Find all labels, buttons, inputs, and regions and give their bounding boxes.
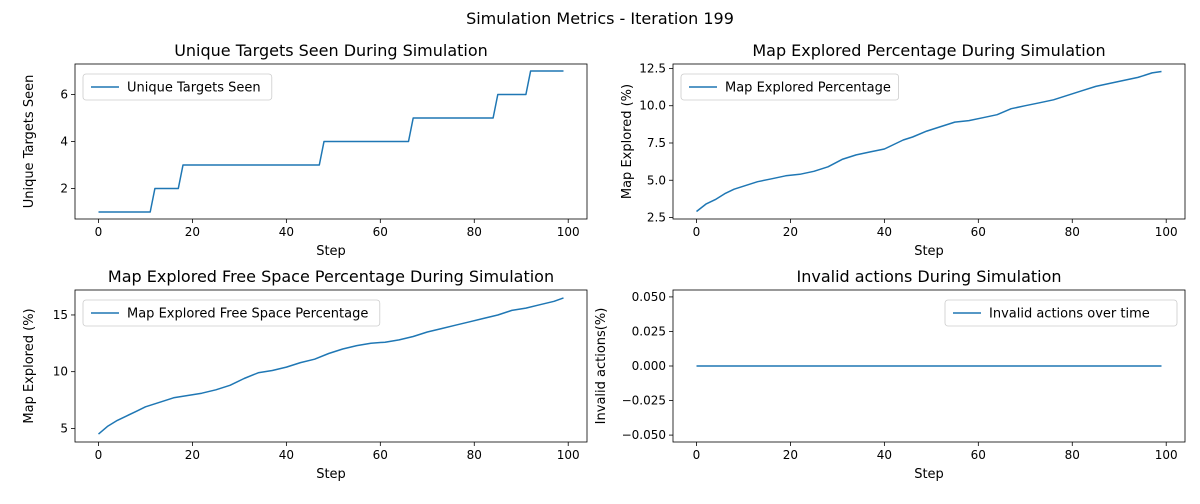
x-tick-label: 40 — [279, 225, 294, 239]
x-tick-label: 0 — [95, 448, 103, 462]
y-tick-label: 0.025 — [632, 324, 666, 338]
y-tick-label: 2.5 — [647, 211, 666, 225]
x-tick-label: 20 — [185, 448, 200, 462]
x-tick-label: 60 — [373, 225, 388, 239]
y-tick-label: −0.050 — [622, 428, 666, 442]
chart-title: Map Explored Percentage During Simulatio… — [752, 41, 1105, 60]
x-tick-label: 100 — [557, 448, 580, 462]
plot-frame — [672, 63, 1186, 220]
y-tick-label: 0.050 — [632, 290, 666, 304]
x-tick-label: 40 — [279, 448, 294, 462]
plot-frame — [74, 63, 588, 220]
x-tick-label: 40 — [877, 225, 892, 239]
legend-label: Map Explored Percentage — [725, 81, 891, 96]
chart-title: Invalid actions During Simulation — [796, 267, 1061, 286]
x-tick-label: 0 — [693, 448, 701, 462]
x-tick-label: 20 — [783, 448, 798, 462]
x-tick-label: 60 — [373, 448, 388, 462]
figure-title: Simulation Metrics - Iteration 199 — [466, 9, 734, 28]
x-axis-label: Step — [914, 244, 944, 259]
x-tick-label: 40 — [877, 448, 892, 462]
x-tick-label: 80 — [1065, 448, 1080, 462]
y-tick-label: −0.025 — [622, 394, 666, 408]
x-tick-label: 20 — [783, 225, 798, 239]
x-tick-label: 80 — [467, 225, 482, 239]
y-tick-label: 7.5 — [647, 136, 666, 150]
legend-label: Map Explored Free Space Percentage — [127, 307, 368, 322]
chart-panel-4: Invalid actions During Simulation 0 20 40 60… — [594, 267, 1186, 482]
plot-frame — [672, 289, 1186, 443]
chart-panel-1: Unique Targets Seen During Simulation 0 20… — [22, 41, 588, 259]
x-tick-label: 100 — [557, 225, 580, 239]
legend-label: Unique Targets Seen — [127, 81, 261, 96]
chart-title: Unique Targets Seen During Simulation — [174, 41, 488, 60]
y-tick-label: 15 — [53, 308, 68, 322]
series-line — [98, 297, 564, 435]
chart-panel-2: Map Explored Percentage During Simulatio… — [620, 41, 1186, 259]
chart-title: Map Explored Free Space Percentage Durin… — [108, 267, 554, 286]
y-axis-label: Invalid actions(%) — [594, 308, 609, 425]
series-line — [98, 70, 564, 213]
legend-box — [82, 73, 273, 101]
x-tick-label: 0 — [95, 225, 103, 239]
y-tick-label: 12.5 — [639, 61, 666, 75]
x-axis-label: Step — [914, 467, 944, 482]
x-tick-label: 80 — [467, 448, 482, 462]
series-line — [696, 70, 1162, 213]
x-tick-label: 80 — [1065, 225, 1080, 239]
x-axis-label: Step — [316, 467, 346, 482]
y-tick-label: 4 — [60, 135, 68, 149]
y-tick-label: 5.0 — [647, 173, 666, 187]
legend-box — [680, 73, 900, 101]
y-tick-label: 6 — [60, 88, 68, 102]
x-axis-label: Step — [316, 244, 346, 259]
y-tick-label: 0.000 — [632, 359, 666, 373]
legend-box — [82, 299, 381, 327]
legend-box — [944, 299, 1178, 327]
plot-frame — [74, 289, 588, 443]
y-tick-label: 5 — [60, 421, 68, 435]
x-tick-label: 100 — [1155, 225, 1178, 239]
x-tick-label: 60 — [971, 448, 986, 462]
legend: Map Explored Free Space Percentage — [82, 299, 381, 327]
legend: Map Explored Percentage — [680, 73, 900, 101]
x-tick-label: 0 — [693, 225, 701, 239]
legend: Unique Targets Seen — [82, 73, 273, 101]
x-tick-label: 60 — [971, 225, 986, 239]
x-tick-label: 100 — [1155, 448, 1178, 462]
y-tick-label: 10.0 — [639, 99, 666, 113]
chart-panel-3: Map Explored Free Space Percentage Durin… — [22, 267, 588, 482]
legend-label: Invalid actions over time — [989, 307, 1150, 322]
y-axis-label: Map Explored (%) — [620, 84, 635, 199]
y-tick-label: 10 — [53, 365, 68, 379]
legend: Invalid actions over time — [944, 299, 1178, 327]
y-axis-label: Map Explored (%) — [22, 308, 37, 423]
x-tick-label: 20 — [185, 225, 200, 239]
y-axis-label: Unique Targets Seen — [22, 75, 37, 209]
y-tick-label: 2 — [60, 181, 68, 195]
